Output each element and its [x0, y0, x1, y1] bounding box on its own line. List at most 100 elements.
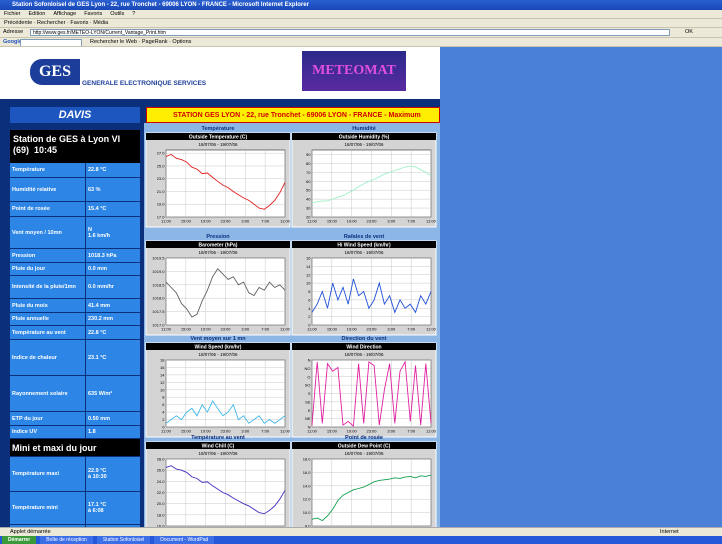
chart-title: Wind Direction [346, 345, 381, 351]
chart-title-bar [146, 241, 290, 248]
x-tick-label: 7:00 [261, 327, 270, 332]
data-line [165, 267, 286, 318]
y-tick-label: 8.0 [305, 524, 311, 528]
reading-value: 41.4 mm [86, 299, 140, 312]
y-tick-label: 12.0 [303, 497, 312, 502]
menu-item[interactable]: Outils [110, 11, 125, 17]
address-label: Adresse [3, 29, 24, 35]
menu-item[interactable]: Affichage [53, 11, 77, 17]
meteo-logo[interactable]: METEOMAT [302, 51, 406, 91]
menu-item[interactable]: ? [132, 11, 136, 17]
search-field[interactable] [20, 39, 82, 46]
reading-value: 15.4 °C [86, 202, 140, 216]
x-tick-label: 15:00 [327, 429, 338, 434]
brand-logo[interactable]: GES LYON [30, 59, 80, 106]
reading-label: Température mini [10, 492, 85, 524]
y-tick-label: 1017.0 [152, 323, 165, 328]
taskbar: Démarrer Boîte de réception Station Sofonl… [0, 536, 722, 544]
taskbar-item[interactable]: Démarrer [2, 536, 37, 544]
reading-label: Température au vent [10, 326, 85, 339]
x-tick-label: 15:00 [181, 429, 192, 434]
y-tick-label: 4 [162, 410, 165, 415]
y-tick-label: 24.0 [157, 479, 166, 484]
y-tick-label: 16.0 [303, 470, 312, 475]
status-bar: Applet démarrée Internet [0, 527, 722, 536]
x-tick-label: 19:00 [347, 219, 358, 224]
chart-title-bar [146, 442, 290, 449]
x-tick-label: 23:00 [366, 429, 377, 434]
x-tick-label: 23:00 [366, 327, 377, 332]
reading-row: Température au vent 22.8 °C [10, 326, 140, 340]
go-button[interactable]: OK [685, 29, 693, 35]
station-name: Station de GES à Lyon VI [13, 134, 121, 144]
url-field[interactable]: http://www.ges.fr/METEO-LYON/Current_Van… [30, 29, 670, 36]
y-tick-label: SE [305, 399, 311, 404]
chart-heading: Température [202, 126, 235, 132]
chart-title: Hi Wind Speed (km/hr) [337, 243, 391, 249]
readings-table: Température 22.8 °C Humidité relative 63 % P… [10, 163, 140, 527]
chart-title-bar [292, 442, 436, 449]
toolbar[interactable]: Précédente · Rechercher · Favoris · Médi… [0, 19, 722, 28]
chart-period: 18/07/06 - 19/07/06 [198, 250, 238, 255]
x-tick-label: 11:00 [307, 429, 317, 434]
y-tick-label: 50 [306, 188, 311, 193]
chart-period: 18/07/06 - 19/07/06 [344, 451, 384, 456]
reading-value: 230.2 mm [86, 313, 140, 325]
y-tick-label: 14.0 [303, 483, 312, 488]
reading-value: 0.0 mm/hr [86, 276, 140, 298]
taskbar-item[interactable]: Station Sofonloisel [96, 536, 151, 544]
reading-value: 63 % [86, 178, 140, 201]
reading-value: 1018.3 hPa [86, 249, 140, 262]
y-tick-label: 20 [306, 215, 311, 220]
reading-label: Pluie du jour [10, 263, 85, 275]
marquee: STATION GES LYON - 22, rue Tronchet - 69… [146, 107, 440, 123]
x-tick-label: 23:00 [220, 327, 231, 332]
y-tick-label: 2 [308, 314, 311, 319]
menu-item[interactable]: Favoris [84, 11, 103, 17]
y-tick-label: 30 [306, 206, 311, 211]
y-tick-label: 17.0 [157, 215, 166, 220]
data-line [165, 153, 286, 210]
taskbar-item[interactable]: Document - WordPad [154, 536, 215, 544]
chart-period: 18/07/06 - 19/07/06 [344, 142, 384, 147]
reading-label: Indice UV [10, 426, 85, 438]
y-tick-label: E [308, 408, 311, 413]
menu-item[interactable]: Edition [28, 11, 46, 17]
reading-value: 17.1 °C à 6:08 [86, 492, 140, 524]
y-tick-label: 14 [306, 264, 311, 269]
x-tick-label: 15:00 [327, 219, 338, 224]
chart-title-bar [292, 241, 436, 248]
reading-value: 22.9 °C à 10:30 [86, 457, 140, 491]
menu-item[interactable]: Fichier [4, 11, 21, 17]
reading-label: ETP du jour [10, 412, 85, 425]
reading-row: Indice UV 1.8 [10, 426, 140, 439]
x-tick-label: 3:00 [241, 219, 250, 224]
chart-period: 18/07/06 - 19/07/06 [198, 451, 238, 456]
x-tick-label: 3:00 [387, 429, 396, 434]
x-tick-label: 15:00 [327, 327, 338, 332]
chart-title: Wind Chill (C) [202, 444, 235, 450]
menu-bar: Fichier Edition Affichage Favoris Outils? [0, 10, 722, 19]
reading-value: 22.8 °C [86, 326, 140, 339]
chart-title-bar [146, 133, 290, 140]
reading-row: Pression 1018.3 hPa [10, 249, 140, 263]
y-tick-label: 70 [306, 170, 311, 175]
y-tick-label: 14 [160, 372, 165, 377]
reading-label: Pluie annuelle [10, 313, 85, 325]
reading-row: Pluie annuelle 230.2 mm [10, 313, 140, 326]
chart-period: 18/07/06 - 19/07/06 [344, 250, 384, 255]
reading-value: 22.8 °C [86, 163, 140, 177]
data-line [311, 278, 432, 314]
x-tick-label: 19:00 [347, 327, 358, 332]
chart-title: Outside Temperature (C) [189, 135, 248, 141]
x-tick-label: 11:00 [426, 327, 436, 332]
reading-row: Température mini 17.1 °C à 6:08 [10, 492, 140, 525]
x-tick-label: 3:00 [387, 327, 396, 332]
google-tools[interactable]: Rechercher le Web · PageRank · Options [90, 39, 192, 45]
chart-title-bar [292, 343, 436, 350]
taskbar-item[interactable]: Boîte de réception [40, 536, 93, 544]
y-tick-label: N [308, 425, 311, 430]
charts-panel: Température Outside Temperature (C) 18/07/… [144, 123, 440, 527]
x-tick-label: 23:00 [220, 429, 231, 434]
reading-row: 89 % [10, 525, 140, 527]
